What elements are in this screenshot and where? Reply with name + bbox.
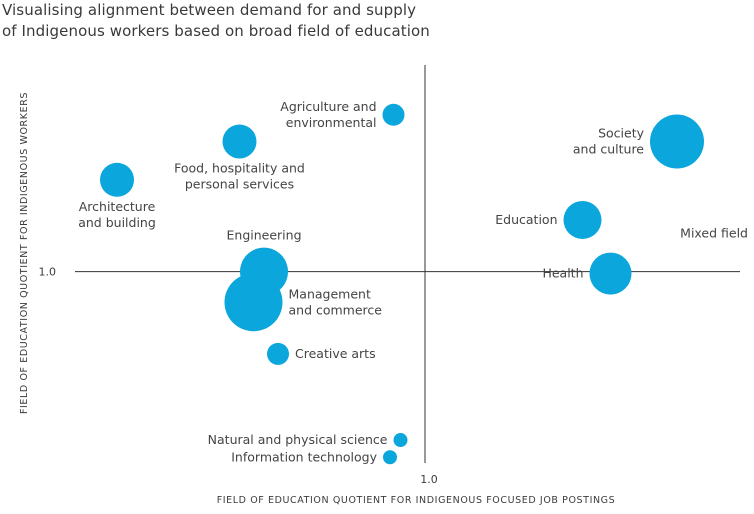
bubble-label-1-0: Food, hospitality and	[174, 161, 305, 176]
chart-title-line-1: Visualising alignment between demand for…	[2, 1, 417, 19]
x-tick-label: 1.0	[420, 473, 438, 486]
chart-title-line-2: of Indigenous workers based on broad fie…	[2, 22, 430, 40]
bubble-label-1-1: personal services	[185, 177, 294, 192]
bubble-label-9-0: Education	[495, 212, 557, 227]
bubble-label-4-1: and commerce	[289, 302, 383, 317]
bubble-label-11-0: Mixed field	[680, 225, 748, 240]
bubble-label-0-1: environmental	[286, 115, 377, 130]
bubble-label-6-0: Natural and physical science	[208, 432, 388, 447]
chart-title: Visualising alignment between demand for…	[2, 0, 742, 42]
bubble-label-0-0: Agriculture and	[280, 99, 376, 114]
bubble-6	[393, 433, 408, 448]
bubble-5	[267, 342, 289, 365]
y-axis-title: FIELD OF EDUCATION QUOTIENT FOR INDIGENO…	[19, 92, 30, 414]
bubble-4	[224, 273, 283, 332]
bubble-9	[563, 200, 602, 239]
bubble-2	[100, 162, 134, 197]
x-axis-title: FIELD OF EDUCATION QUOTIENT FOR INDIGENO…	[217, 495, 616, 506]
bubble-label-8-1: and culture	[573, 142, 644, 157]
bubble-label-7-0: Information technology	[231, 449, 377, 464]
bubble-label-8-0: Society	[598, 126, 645, 141]
y-tick-label: 1.0	[39, 266, 57, 279]
bubble-label-4-0: Management	[289, 286, 371, 301]
bubble-label-5-0: Creative arts	[295, 346, 376, 361]
bubble-label-2-0: Architecture	[79, 199, 156, 214]
bubble-label-2-1: and building	[78, 215, 156, 230]
bubble-label-3-0: Engineering	[227, 228, 302, 243]
bubble-8	[650, 114, 704, 169]
bubble-0	[382, 103, 405, 126]
bubble-7	[383, 450, 397, 465]
bubble-10	[589, 252, 632, 295]
bubble-label-10-0: Health	[542, 266, 583, 281]
bubble-1	[222, 124, 257, 159]
